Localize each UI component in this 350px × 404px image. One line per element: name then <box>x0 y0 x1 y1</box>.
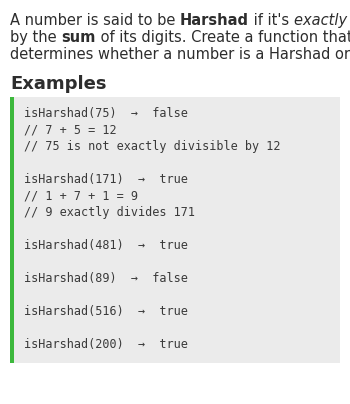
Text: Harshad: Harshad <box>180 13 249 28</box>
Text: // 9 exactly divides 171: // 9 exactly divides 171 <box>25 206 196 219</box>
Bar <box>10 97 340 362</box>
Text: isHarshad(89)  →  false: isHarshad(89) → false <box>25 272 188 285</box>
Text: // 7 + 5 = 12: // 7 + 5 = 12 <box>25 124 117 137</box>
Text: by the: by the <box>10 30 61 45</box>
Text: A number is said to be: A number is said to be <box>10 13 180 28</box>
Text: // 1 + 7 + 1 = 9: // 1 + 7 + 1 = 9 <box>25 189 139 202</box>
Text: sum: sum <box>61 30 96 45</box>
Text: isHarshad(481)  →  true: isHarshad(481) → true <box>25 239 188 252</box>
Text: of its digits. Create a function that: of its digits. Create a function that <box>96 30 350 45</box>
Text: determines whether a number is a Harshad or not.: determines whether a number is a Harshad… <box>10 47 350 62</box>
Text: isHarshad(171)  →  true: isHarshad(171) → true <box>25 173 188 186</box>
Text: isHarshad(200)  →  true: isHarshad(200) → true <box>25 338 188 351</box>
Text: // 75 is not exactly divisible by 12: // 75 is not exactly divisible by 12 <box>25 140 281 153</box>
Text: isHarshad(75)  →  false: isHarshad(75) → false <box>25 107 188 120</box>
Text: isHarshad(516)  →  true: isHarshad(516) → true <box>25 305 188 318</box>
Text: if it's: if it's <box>249 13 294 28</box>
Text: exactly divisible: exactly divisible <box>294 13 350 28</box>
Bar <box>10 97 14 362</box>
Text: Examples: Examples <box>10 75 106 93</box>
